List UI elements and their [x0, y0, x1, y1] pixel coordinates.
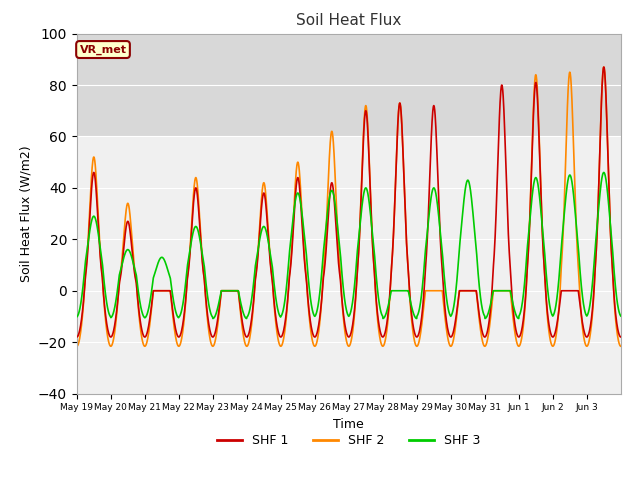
Y-axis label: Soil Heat Flux (W/m2): Soil Heat Flux (W/m2) — [19, 145, 33, 282]
SHF 1 — [73, 334, 81, 340]
SHF 3 — [600, 169, 607, 175]
SHF 1 — [617, 334, 625, 340]
SHF 3 — [73, 314, 81, 320]
SHF 2 — [543, 313, 551, 319]
SHF 2 — [141, 343, 148, 349]
SHF 3 — [515, 316, 523, 322]
Line: SHF 2: SHF 2 — [77, 67, 621, 346]
Line: SHF 1: SHF 1 — [77, 67, 621, 337]
SHF 2 — [513, 339, 520, 345]
SHF 2 — [600, 64, 607, 70]
SHF 1 — [600, 64, 607, 70]
SHF 3 — [543, 284, 551, 289]
SHF 1 — [543, 306, 551, 312]
SHF 3 — [617, 313, 625, 319]
SHF 1 — [610, 285, 618, 290]
SHF 1 — [127, 238, 135, 244]
Bar — [77, 34, 621, 136]
SHF 3 — [513, 313, 520, 319]
SHF 2 — [245, 340, 253, 346]
SHF 3 — [244, 312, 252, 317]
SHF 2 — [73, 343, 81, 349]
SHF 1 — [244, 332, 252, 337]
Text: VR_met: VR_met — [79, 44, 127, 55]
SHF 2 — [127, 225, 135, 231]
SHF 3 — [127, 252, 135, 258]
SHF 3 — [610, 260, 618, 266]
SHF 2 — [381, 336, 389, 342]
SHF 2 — [617, 343, 625, 349]
SHF 1 — [583, 334, 591, 340]
Line: SHF 3: SHF 3 — [77, 172, 621, 319]
SHF 3 — [381, 313, 389, 319]
X-axis label: Time: Time — [333, 418, 364, 431]
SHF 1 — [381, 329, 389, 335]
SHF 1 — [513, 329, 520, 335]
SHF 2 — [610, 287, 618, 292]
Title: Soil Heat Flux: Soil Heat Flux — [296, 13, 401, 28]
Legend: SHF 1, SHF 2, SHF 3: SHF 1, SHF 2, SHF 3 — [212, 429, 486, 452]
